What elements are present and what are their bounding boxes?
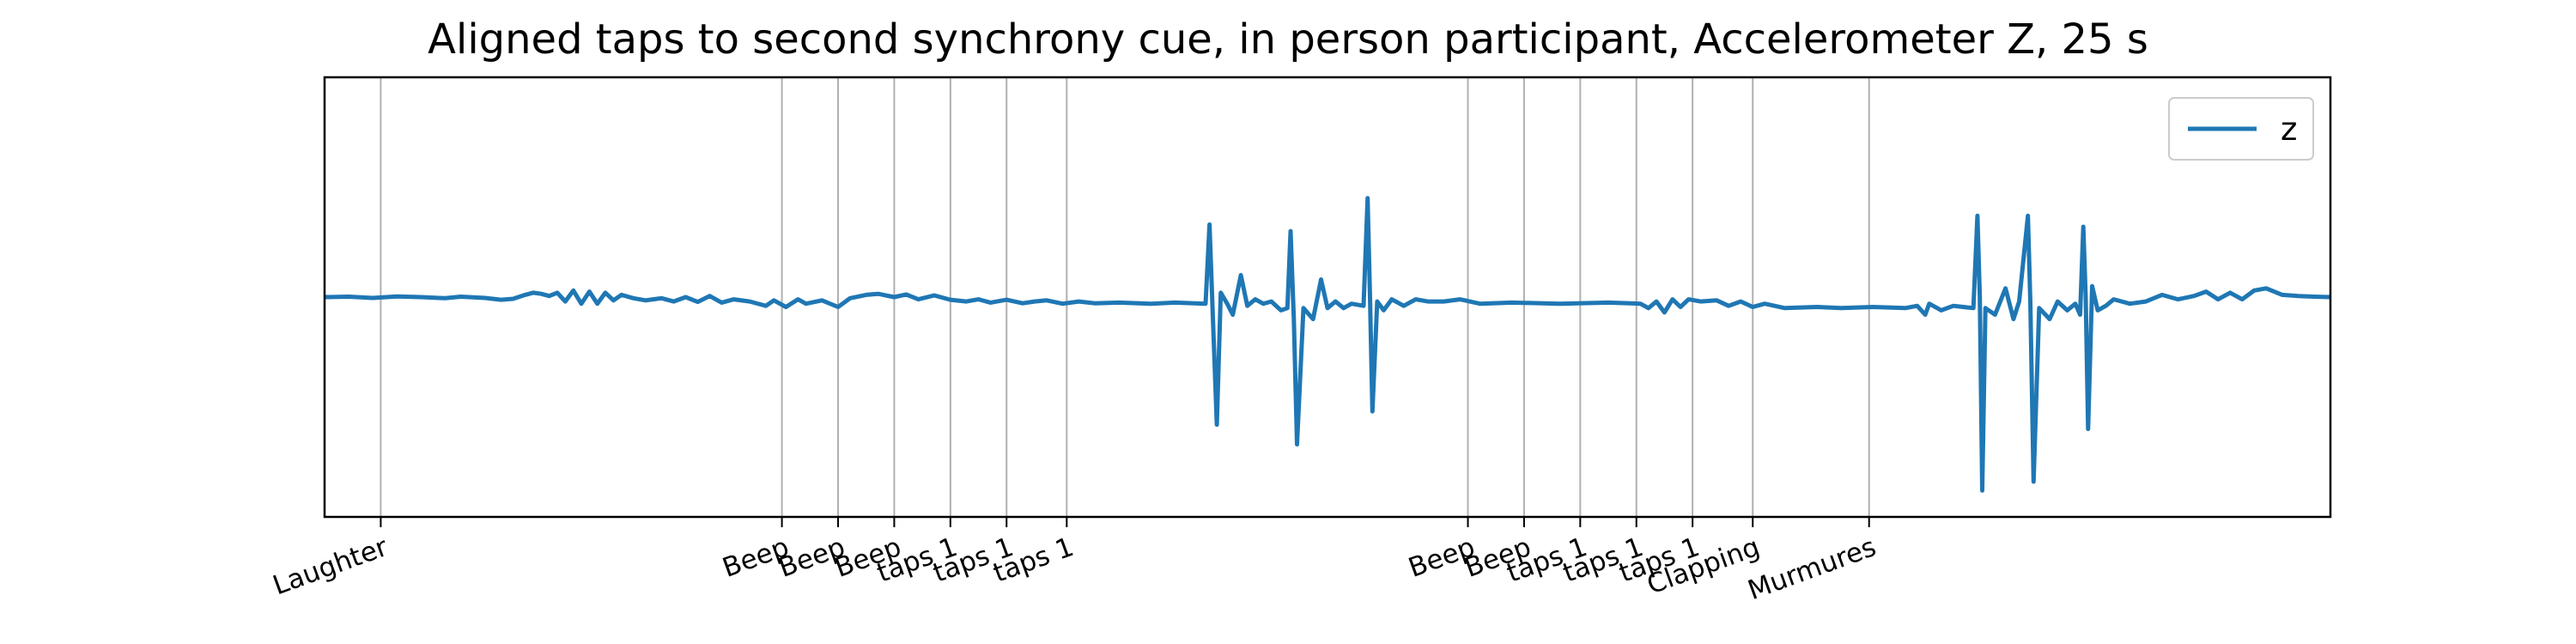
- chart-title: Aligned taps to second synchrony cue, in…: [428, 15, 2148, 64]
- x-tick-label: Laughter: [269, 532, 392, 602]
- x-tick-label: Clapping: [1643, 532, 1764, 601]
- series-layer: [324, 196, 2331, 493]
- plot-frame: [323, 76, 2332, 519]
- x-tick-label: Murmures: [1744, 532, 1880, 606]
- legend-label-z: z: [2281, 111, 2297, 148]
- legend: z: [2168, 97, 2314, 161]
- grid-lines: [380, 77, 1870, 517]
- series-line-z: [324, 196, 2331, 493]
